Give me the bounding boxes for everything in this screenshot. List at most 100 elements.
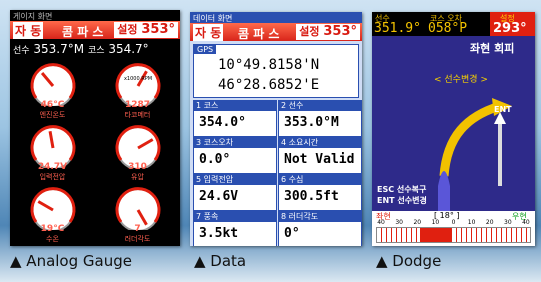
cell-header: 4 소요시간 bbox=[279, 138, 361, 148]
scale-label: 20 bbox=[408, 219, 426, 226]
gauge-label: 수온 bbox=[10, 234, 95, 244]
screenshot: 게이지 화면 자 동 콤 파 스 설정 353° 선수 353.7°M 코스 3… bbox=[0, 0, 541, 282]
scale-label: 0 bbox=[444, 219, 462, 226]
data-grid: 1 코스354.0°2 선수353.0°M3 코스오차0.0°4 소요시간Not… bbox=[190, 100, 362, 246]
cell-header: 6 수심 bbox=[279, 175, 361, 185]
ent-marker: ENT bbox=[494, 105, 512, 114]
cell-label: 입력전압 bbox=[204, 175, 233, 184]
error: 058°P bbox=[428, 21, 467, 36]
gauge-label: 입력전압 bbox=[10, 172, 95, 182]
cell-label: 선수 bbox=[289, 101, 304, 110]
caption: ▲ Analog Gauge bbox=[10, 252, 132, 270]
ent-help: ENT 선수변경 bbox=[377, 195, 427, 206]
set-value: 293° bbox=[493, 21, 527, 36]
scale-label: 40 bbox=[517, 219, 535, 226]
mode-bar: 자 동 콤 파 스 설정 353° bbox=[190, 23, 362, 41]
cell-value: 24.6V bbox=[194, 185, 276, 204]
cell-header: 5 입력전압 bbox=[194, 175, 276, 185]
scale-bar bbox=[376, 227, 531, 243]
source: 콤 파 스 bbox=[238, 25, 279, 42]
turn-arrow bbox=[444, 106, 500, 176]
mode: 자 동 bbox=[13, 22, 43, 39]
data-cell: 5 입력전압24.6V bbox=[193, 174, 277, 211]
cell-index: 4 bbox=[281, 138, 286, 147]
cell-index: 2 bbox=[281, 101, 286, 110]
cell-value: 354.0° bbox=[194, 111, 276, 130]
scale-label: 10 bbox=[463, 219, 481, 226]
scale-label: 40 bbox=[372, 219, 390, 226]
boat bbox=[438, 171, 450, 211]
course-label: 코스 bbox=[88, 46, 105, 56]
gauge-value: 1287 bbox=[95, 100, 180, 110]
course: 354.7° bbox=[108, 42, 148, 56]
cell-label: 소요시간 bbox=[289, 138, 318, 147]
gauge-value: 7 bbox=[95, 224, 180, 234]
cell-header: 8 러더각도 bbox=[279, 212, 361, 222]
source: 콤 파 스 bbox=[62, 23, 103, 40]
set-value: 353° bbox=[323, 24, 357, 39]
heading-label: 선수 bbox=[13, 46, 30, 56]
cell-index: 3 bbox=[196, 138, 201, 147]
cell-label: 코스 bbox=[204, 101, 219, 110]
gps-box: GPS 10°49.8158'N 46°28.6852'E bbox=[193, 44, 359, 98]
gauge-label: 유압 bbox=[95, 172, 180, 182]
gauge-unit: x1000 RPM bbox=[124, 76, 152, 82]
cell-label: 수심 bbox=[289, 175, 304, 184]
mode-bar: 자 동 콤 파 스 설정 353° bbox=[10, 21, 180, 39]
cell-value: 0° bbox=[279, 222, 361, 241]
scale-label: 10 bbox=[426, 219, 444, 226]
gauge-label: 엔진온도 bbox=[10, 110, 95, 120]
gauge-value: 24.7V bbox=[10, 162, 95, 172]
cell-label: 풍속 bbox=[204, 212, 219, 221]
cell-value: 300.5ft bbox=[279, 185, 361, 204]
scale-label: 20 bbox=[481, 219, 499, 226]
set-value: 353° bbox=[141, 22, 175, 37]
cell-header: 1 코스 bbox=[194, 101, 276, 111]
mode: 자 동 bbox=[193, 24, 223, 41]
rudder-indicator bbox=[420, 228, 451, 242]
cell-header: 7 풍속 bbox=[194, 212, 276, 222]
heading-row: 선수 353.7°M 코스 354.7° bbox=[13, 42, 149, 56]
cell-header: 2 선수 bbox=[279, 101, 361, 111]
gauge-value: 310 bbox=[95, 162, 180, 172]
longitude: 46°28.6852'E bbox=[218, 77, 319, 93]
cell-index: 8 bbox=[281, 212, 286, 221]
set-label: 설정 bbox=[299, 25, 319, 38]
dodge-screen: 선수 351.9° 코스 오차 058°P 설정 293° 좌현 회피 < 선수… bbox=[372, 12, 535, 246]
cell-value: 3.5kt bbox=[194, 222, 276, 241]
set-box: 설정 353° bbox=[296, 24, 360, 40]
set-label: 설정 bbox=[117, 23, 137, 36]
heading: 351.9° bbox=[374, 21, 421, 36]
cell-label: 러더각도 bbox=[289, 212, 318, 221]
data-screen: 데이터 화면 자 동 콤 파 스 설정 353° GPS 10°49.8158'… bbox=[190, 12, 362, 246]
cell-header: 3 코스오차 bbox=[194, 138, 276, 148]
data-cell: 1 코스354.0° bbox=[193, 100, 277, 137]
esc-help: ESC 선수복구 bbox=[377, 184, 426, 195]
cell-value: Not Valid bbox=[279, 148, 361, 167]
caption: ▲ Data bbox=[194, 252, 246, 270]
data-cell: 4 소요시간Not Valid bbox=[278, 137, 362, 174]
cell-index: 6 bbox=[281, 175, 286, 184]
cell-label: 코스오차 bbox=[204, 138, 233, 147]
cell-index: 5 bbox=[196, 175, 201, 184]
gps-label: GPS bbox=[194, 45, 216, 54]
gauge-value: 46°C bbox=[10, 100, 95, 110]
gauge-label: 러더각도 bbox=[95, 234, 180, 244]
heading: 353.7°M bbox=[33, 42, 84, 56]
latitude: 10°49.8158'N bbox=[218, 57, 319, 73]
scale-label: 30 bbox=[390, 219, 408, 226]
gauge-value: 19°C bbox=[10, 224, 95, 234]
gauge-screen: 게이지 화면 자 동 콤 파 스 설정 353° 선수 353.7°M 코스 3… bbox=[10, 10, 180, 246]
caption: ▲ Dodge bbox=[376, 252, 441, 270]
cell-value: 0.0° bbox=[194, 148, 276, 167]
set-box: 설정 353° bbox=[114, 22, 178, 38]
cell-index: 1 bbox=[196, 101, 201, 110]
cell-index: 7 bbox=[196, 212, 201, 221]
